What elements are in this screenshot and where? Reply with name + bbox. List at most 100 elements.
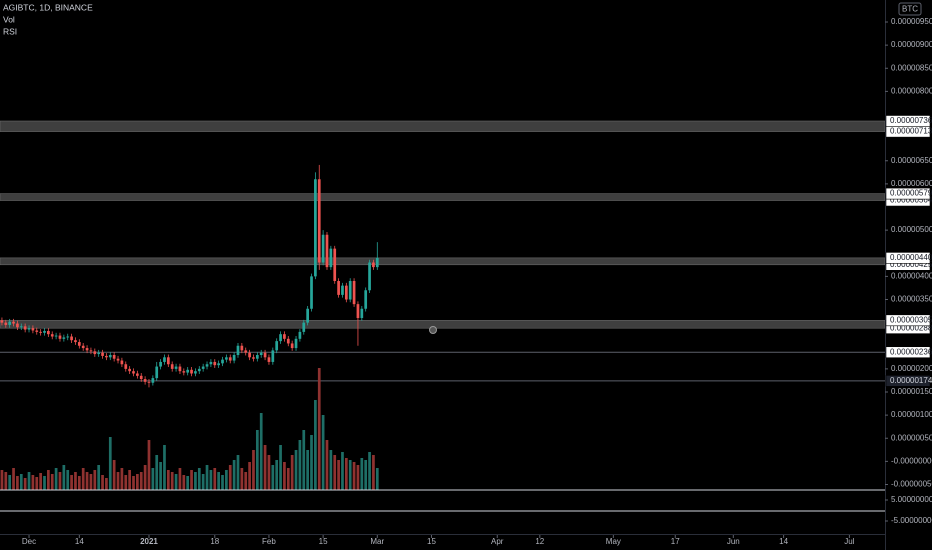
candle-body (108, 355, 112, 358)
candle-body (255, 355, 259, 359)
candle-body (58, 335, 62, 339)
price-label-box (885, 115, 931, 127)
candle-body (62, 337, 66, 339)
y-tick-label: 0.00000100 (891, 410, 932, 419)
volume-bar (228, 465, 232, 490)
candle-body (186, 369, 190, 373)
y-tick-label: 0.00000150 (891, 387, 932, 396)
currency-label: BTC (902, 5, 918, 14)
candle-body (310, 276, 313, 309)
y-tick-label: 0.00000200 (891, 364, 932, 373)
price-label-box (885, 346, 931, 359)
volume-bar (155, 455, 159, 490)
volume-bar (132, 476, 135, 490)
volume-bar (62, 465, 66, 490)
volume-bar (197, 468, 201, 490)
candle-body (155, 366, 159, 379)
candle-body (283, 334, 286, 339)
candle-body (317, 179, 321, 263)
candle-body (77, 342, 81, 346)
volume-bar (89, 474, 93, 490)
volume-bar (217, 472, 220, 490)
volume-bar (143, 465, 147, 490)
candle-body (279, 334, 282, 342)
volume-bar (159, 462, 162, 490)
candle-body (93, 351, 97, 355)
volume-bar (333, 455, 337, 490)
y-tick-label: 0.00000900 (891, 40, 932, 49)
price-label: 0.00000288 (890, 323, 932, 332)
x-tick-label: 14 (75, 537, 84, 546)
candle-body (54, 335, 58, 337)
candle-body (128, 368, 131, 372)
marker-icon[interactable] (429, 326, 437, 334)
rsi-tick-label: 5.00000000 (891, 495, 932, 504)
candle-body (356, 304, 360, 319)
chart-title: AGIBTC, 1D, BINANCE (3, 2, 93, 12)
candle-body (302, 322, 306, 332)
volume-bar (360, 458, 364, 490)
price-label: 0.00000305 (890, 315, 932, 324)
volume-bar (101, 475, 104, 490)
candle-body (194, 371, 197, 374)
volume-bar (81, 468, 85, 490)
volume-bar (4, 472, 8, 490)
price-label: 0.00000425 (890, 260, 932, 269)
price-label: 0.00000579 (890, 189, 932, 198)
candle-body (209, 361, 213, 365)
volume-bar (286, 468, 290, 490)
volume-bar (147, 440, 151, 490)
candle-body (286, 338, 290, 344)
candle-body (74, 340, 77, 343)
x-tick-label: 14 (779, 537, 788, 546)
candle-body (263, 352, 267, 358)
candle-body (50, 334, 54, 337)
candle-body (39, 331, 42, 333)
volume-bar (19, 474, 23, 490)
x-tick-label: Mar (370, 537, 384, 546)
volume-bar (8, 475, 12, 490)
volume-bar (74, 472, 77, 490)
candle-body (124, 364, 128, 369)
candle-body (23, 326, 27, 330)
candle-body (43, 330, 46, 333)
currency-box[interactable] (898, 2, 922, 16)
candle-body (275, 341, 279, 351)
volume-bar (375, 468, 379, 490)
x-tick-label: 12 (535, 537, 544, 546)
candle-body (136, 373, 139, 376)
price-label: 0.00000440 (890, 253, 932, 262)
y-tick-label: 0.00000500 (891, 225, 932, 234)
candle-body (236, 345, 240, 356)
volume-bar (0, 470, 4, 490)
candle-body (372, 262, 375, 268)
volume-bar (163, 445, 166, 490)
candle-body (329, 248, 333, 268)
candle-body (228, 357, 232, 361)
volume-bar (27, 472, 31, 490)
candle-body (248, 352, 251, 358)
x-tick-label: Apr (491, 537, 504, 546)
candle-body (368, 262, 371, 291)
volume-bar (66, 470, 70, 490)
candle-body (101, 352, 104, 356)
y-tick-label: -0.00000000 (891, 456, 932, 465)
indicator-label: Vol (3, 14, 15, 24)
y-tick-label: 0.00000800 (891, 86, 932, 95)
volume-bar (35, 477, 39, 490)
price-label: 0.00000236 (890, 347, 932, 356)
y-tick-label: 0.00000400 (891, 271, 932, 280)
candle-body (81, 345, 85, 349)
volume-bar (85, 472, 89, 490)
volume-bar (348, 460, 352, 490)
volume-bar (298, 440, 302, 490)
volume-bar (290, 455, 294, 490)
candle-body (182, 371, 186, 373)
price-label: 0.00000736 (890, 116, 932, 125)
candle-body (4, 322, 8, 325)
zone (0, 193, 886, 201)
candle-body (240, 345, 244, 351)
volume-bar (139, 472, 143, 490)
candle-body (221, 359, 224, 364)
volume-bar (337, 460, 340, 490)
